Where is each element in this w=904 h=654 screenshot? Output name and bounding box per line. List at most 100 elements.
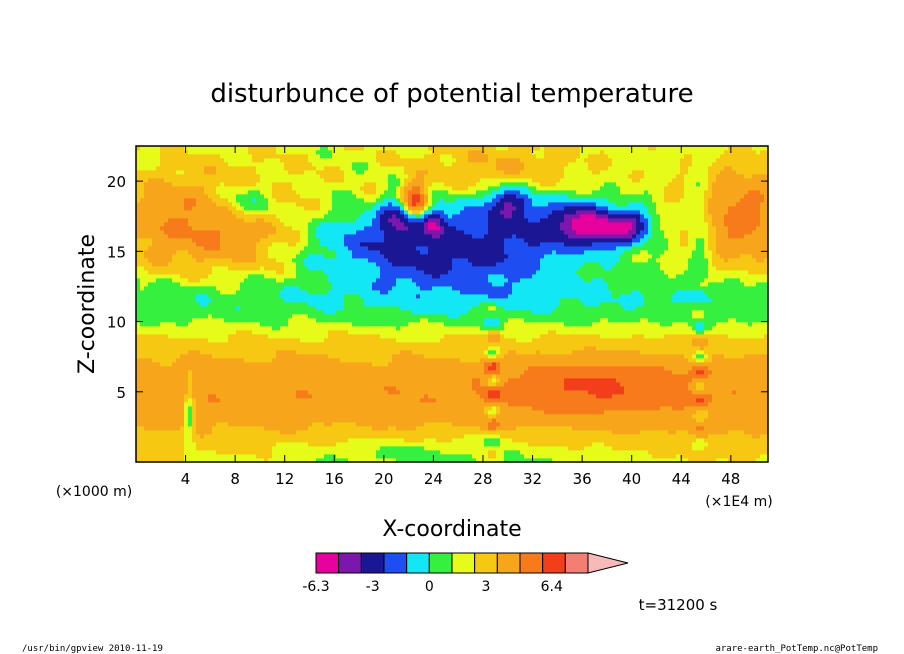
contour-cell xyxy=(344,254,349,259)
contour-cell xyxy=(240,398,245,403)
contour-cell xyxy=(368,402,373,407)
contour-cell xyxy=(184,366,189,371)
contour-cell xyxy=(136,198,141,203)
contour-cell xyxy=(176,222,181,227)
contour-cell xyxy=(256,206,261,211)
contour-cell xyxy=(144,346,149,351)
contour-cell xyxy=(228,162,233,167)
contour-cell xyxy=(272,282,277,287)
contour-cell xyxy=(340,438,345,443)
contour-cell xyxy=(260,174,265,179)
contour-cell xyxy=(176,214,181,219)
contour-cell xyxy=(184,238,189,243)
contour-cell xyxy=(280,426,285,431)
contour-cell xyxy=(240,326,245,331)
contour-cell xyxy=(380,158,385,163)
contour-cell xyxy=(216,454,221,459)
contour-cell xyxy=(252,458,257,462)
contour-cell xyxy=(268,262,273,267)
contour-cell xyxy=(184,390,189,395)
contour-cell xyxy=(380,314,385,319)
contour-cell xyxy=(240,314,245,319)
contour-cell xyxy=(264,158,269,163)
contour-cell xyxy=(384,438,389,443)
contour-cell xyxy=(372,430,377,435)
contour-cell xyxy=(192,218,197,223)
contour-cell xyxy=(268,206,273,211)
contour-cell xyxy=(308,338,313,343)
contour-cell xyxy=(292,254,297,259)
contour-cell xyxy=(228,290,233,295)
contour-cell xyxy=(252,426,257,431)
contour-cell xyxy=(368,410,373,415)
contour-cell xyxy=(296,194,301,199)
contour-cell xyxy=(168,406,173,411)
contour-cell xyxy=(320,438,325,443)
contour-cell xyxy=(192,366,197,371)
contour-cell xyxy=(376,438,381,443)
contour-cell xyxy=(216,286,221,291)
contour-cell xyxy=(208,218,213,223)
contour-cell xyxy=(228,362,233,367)
contour-cell xyxy=(240,322,245,327)
contour-cell xyxy=(348,150,353,155)
contour-cell xyxy=(224,158,229,163)
contour-cell xyxy=(332,178,337,183)
contour-cell xyxy=(292,270,297,275)
contour-cell xyxy=(196,422,201,427)
contour-cell xyxy=(328,214,333,219)
contour-cell xyxy=(276,458,281,462)
contour-cell xyxy=(264,406,269,411)
contour-cell xyxy=(284,294,289,299)
contour-cell xyxy=(172,186,177,191)
contour-cell xyxy=(280,398,285,403)
contour-cell xyxy=(196,366,201,371)
contour-cell xyxy=(312,394,317,399)
contour-cell xyxy=(368,266,373,271)
contour-cell xyxy=(284,222,289,227)
contour-cell xyxy=(276,182,281,187)
contour-cell xyxy=(324,286,329,291)
contour-cell xyxy=(364,342,369,347)
contour-cell xyxy=(316,410,321,415)
contour-cell xyxy=(136,314,141,319)
contour-cell xyxy=(216,290,221,295)
contour-cell xyxy=(368,342,373,347)
contour-cell xyxy=(152,318,157,323)
contour-cell xyxy=(308,166,313,171)
contour-cell xyxy=(180,334,185,339)
contour-cell xyxy=(364,306,369,311)
contour-cell xyxy=(248,286,253,291)
contour-cell xyxy=(188,354,193,359)
contour-cell xyxy=(380,446,385,451)
contour-cell xyxy=(176,150,181,155)
contour-cell xyxy=(276,242,281,247)
contour-cell xyxy=(288,274,293,279)
contour-cell xyxy=(164,414,169,419)
contour-cell xyxy=(260,430,265,435)
contour-cell xyxy=(356,222,361,227)
contour-cell xyxy=(364,442,369,447)
contour-cell xyxy=(280,246,285,251)
contour-cell xyxy=(324,454,329,459)
contour-cell xyxy=(344,386,349,391)
contour-cell xyxy=(252,170,257,175)
contour-cell xyxy=(248,450,253,455)
contour-cell xyxy=(164,206,169,211)
contour-cell xyxy=(384,450,389,455)
contour-cell xyxy=(296,230,301,235)
contour-cell xyxy=(352,174,357,179)
contour-cell xyxy=(380,190,385,195)
contour-cell xyxy=(248,246,253,251)
contour-cell xyxy=(376,334,381,339)
contour-cell xyxy=(280,290,285,295)
contour-cell xyxy=(184,266,189,271)
contour-cell xyxy=(248,242,253,247)
contour-cell xyxy=(296,314,301,319)
contour-cell xyxy=(272,262,277,267)
contour-cell xyxy=(360,402,365,407)
contour-cell xyxy=(276,346,281,351)
contour-cell xyxy=(208,322,213,327)
contour-cell xyxy=(184,326,189,331)
contour-cell xyxy=(164,390,169,395)
